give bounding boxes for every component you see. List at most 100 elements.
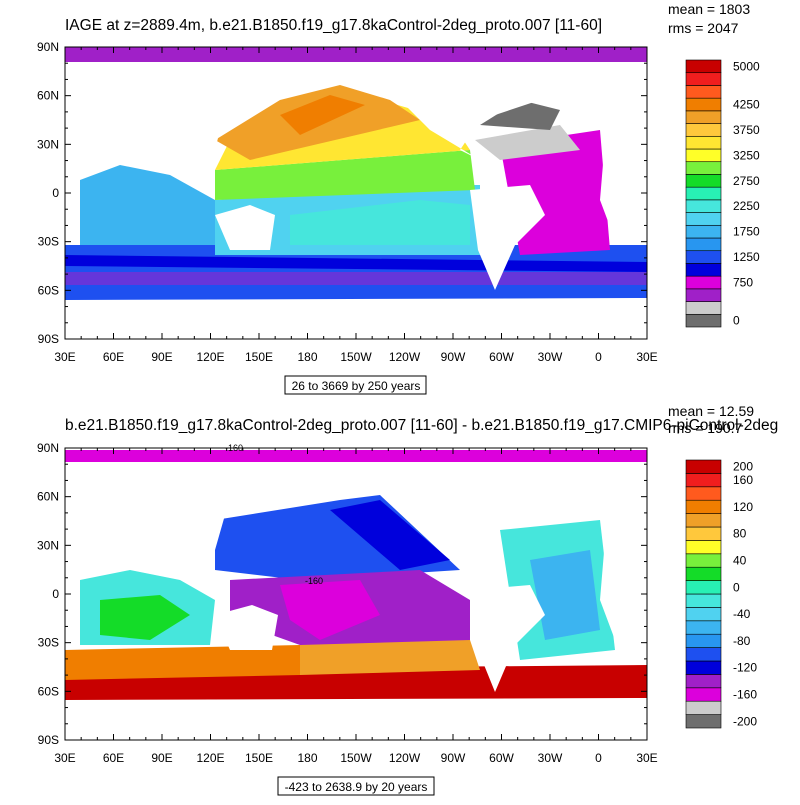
mean-label: mean = 1803 <box>668 1 750 17</box>
range-box <box>284 375 427 395</box>
colorbar-swatch <box>685 633 722 648</box>
colorbar-swatch <box>685 148 722 163</box>
iage-map-svg: IAGE at z=2889.4m, b.e21.B1850.f19_g17.8… <box>37 1 760 395</box>
field-equatorial-pacific <box>215 150 475 200</box>
colorbar-label: 120 <box>733 500 753 514</box>
y-tick-label: 30N <box>37 137 59 151</box>
x-tick-label: 90E <box>151 751 172 765</box>
map-ticks: 30E 60E 90E 120E 150E 180 150W 120W 90W 60W 30W 0 30… <box>37 441 658 765</box>
colorbar: 0 750 1250 1750 2250 2750 3250 3750 4250 5000 <box>685 59 760 328</box>
y-tick-label: 30S <box>38 235 59 249</box>
colorbar-label: -120 <box>733 661 757 675</box>
field-north-atlantic <box>475 125 580 160</box>
colorbar-label: 0 <box>733 314 740 328</box>
colorbar-swatch <box>685 687 722 702</box>
x-tick-label: 120E <box>196 751 224 765</box>
field-central-pacific-min <box>280 580 380 640</box>
x-tick-label: 150W <box>340 350 372 364</box>
x-tick-label: 30E <box>54 751 75 765</box>
colorbar-swatch <box>685 123 722 137</box>
y-tick-label: 90N <box>37 441 59 455</box>
colorbar-swatch <box>685 700 722 715</box>
x-tick-label: 60W <box>489 350 514 364</box>
colorbar-swatch <box>685 486 722 501</box>
rms-label: rms = 190.7 <box>668 420 743 436</box>
colorbar-label: 3750 <box>733 123 760 137</box>
colorbar-swatch <box>685 288 722 302</box>
land-south-america <box>470 585 545 692</box>
x-tick-label: 90W <box>441 350 466 364</box>
contour-label: -160 <box>305 576 323 586</box>
colorbar-label: 80 <box>733 527 747 541</box>
colorbar-swatch <box>685 660 722 675</box>
colorbar-swatch <box>685 224 722 239</box>
y-tick-label: 30N <box>37 538 59 552</box>
x-tick-label: 30W <box>538 350 563 364</box>
map-ticks: 30E 60E 90E 120E 150E 180 150W 120W 90W 60W 30W 0 30… <box>37 40 658 364</box>
y-tick-label: 90N <box>37 40 59 54</box>
colorbar-label: 2750 <box>733 174 760 188</box>
field-indian-green <box>100 595 190 640</box>
colorbar-swatch <box>685 459 722 474</box>
range-label: -423 to 2638.9 by 20 years <box>285 780 428 794</box>
colorbar-swatch <box>685 186 722 201</box>
colorbar-swatch <box>685 580 722 595</box>
y-tick-label: 0 <box>52 186 59 200</box>
land-north-america <box>400 462 600 560</box>
x-tick-label: 150E <box>245 751 273 765</box>
y-tick-label: 60S <box>38 283 59 297</box>
colorbar-swatch <box>685 313 722 328</box>
colorbar-label: 160 <box>733 473 753 487</box>
colorbar-swatch <box>685 674 722 689</box>
colorbar-label: -160 <box>733 688 757 702</box>
x-tick-label: 90W <box>441 751 466 765</box>
field-atlantic-core <box>530 550 600 640</box>
x-tick-label: 90E <box>151 350 172 364</box>
land-eurasia <box>65 462 420 578</box>
land-north-america <box>400 62 600 160</box>
x-tick-label: 150E <box>245 350 273 364</box>
x-tick-label: 180 <box>297 350 317 364</box>
x-tick-label: 120E <box>196 350 224 364</box>
colorbar-swatch <box>685 473 722 488</box>
land-south-america <box>470 185 545 290</box>
colorbar-swatch <box>685 72 722 86</box>
land-africa <box>600 540 647 640</box>
map-field <box>65 47 647 339</box>
colorbar-label: 4250 <box>733 98 760 112</box>
x-tick-label: 60W <box>489 751 514 765</box>
x-tick-label: 0 <box>595 350 602 364</box>
colorbar-label: 40 <box>733 554 747 568</box>
field-south-pacific-gradient <box>300 640 480 675</box>
diff-map-figure: b.e21.B1850.f19_g17.8kaControl-2deg_prot… <box>0 400 800 800</box>
x-tick-label: 0 <box>595 751 602 765</box>
map-field <box>65 450 647 740</box>
colorbar-swatch <box>685 499 722 514</box>
colorbar-swatch <box>685 85 722 99</box>
colorbar-swatch <box>685 607 722 622</box>
x-tick-label: 30E <box>636 350 657 364</box>
colorbar-label: 1750 <box>733 225 760 239</box>
iage-map-figure: IAGE at z=2889.4m, b.e21.B1850.f19_g17.8… <box>0 0 800 400</box>
field-south-pacific-inner <box>290 200 470 245</box>
y-tick-label: 60N <box>37 89 59 103</box>
map-title: b.e21.B1850.f19_g17.8kaControl-2deg_prot… <box>65 417 778 434</box>
x-tick-label: 30E <box>636 751 657 765</box>
colorbar-label: -80 <box>733 634 751 648</box>
y-tick-label: 0 <box>52 587 59 601</box>
x-tick-label: 120W <box>389 350 421 364</box>
x-tick-label: 60E <box>103 751 124 765</box>
colorbar-swatch <box>685 714 722 729</box>
y-tick-label: 90S <box>38 733 59 747</box>
x-tick-label: 180 <box>297 751 317 765</box>
field-north-pacific-peak <box>280 95 365 135</box>
land-antarctica <box>65 298 647 339</box>
colorbar-label: 3250 <box>733 148 760 162</box>
colorbar-label: 2250 <box>733 199 760 213</box>
colorbar-swatch <box>685 97 722 112</box>
map-title: IAGE at z=2889.4m, b.e21.B1850.f19_g17.8… <box>65 17 602 34</box>
colorbar-swatch <box>685 161 722 175</box>
colorbar-swatch <box>685 250 722 264</box>
colorbar-swatch <box>685 59 722 74</box>
